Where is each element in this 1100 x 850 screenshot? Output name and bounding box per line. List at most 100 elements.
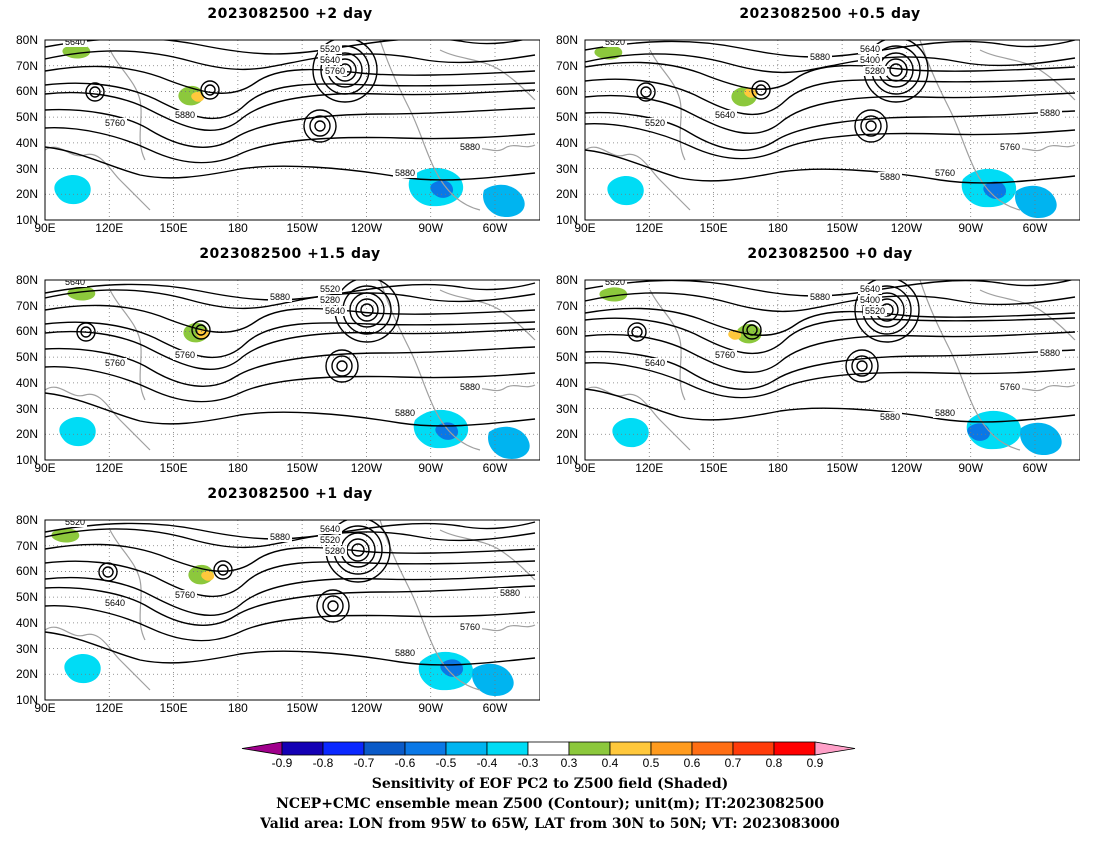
z500-contour-closed xyxy=(76,322,96,342)
lat-tick-label: 10N xyxy=(15,693,38,707)
coastline xyxy=(439,289,536,341)
contour-label: 5520 xyxy=(65,517,85,527)
coastline xyxy=(649,49,686,161)
lon-tick-label: 60W xyxy=(482,461,508,475)
lon-tick-label: 60W xyxy=(482,221,508,235)
contour-label-bg xyxy=(858,55,882,65)
z500-contour xyxy=(585,53,1076,74)
sensitivity-shading xyxy=(472,663,514,697)
lon-tick-label: 150W xyxy=(286,221,318,235)
coastline xyxy=(45,626,151,691)
z500-contour-closed xyxy=(860,115,882,137)
lon-tick-label: 180 xyxy=(227,461,248,475)
lat-tick-label: 60N xyxy=(15,84,38,99)
contour-label-bg xyxy=(713,110,737,120)
contour-label-bg xyxy=(323,546,347,556)
lon-tick-label: 150E xyxy=(159,221,188,235)
colorbar-tick-label: -0.3 xyxy=(518,756,539,769)
colorbar-tick-label: -0.6 xyxy=(395,756,416,769)
z500-contour xyxy=(585,149,1076,184)
z500-contour-closed xyxy=(349,292,385,328)
contour-label: 5880 xyxy=(395,648,415,658)
contour-label: 5520 xyxy=(605,277,625,287)
sensitivity-shading xyxy=(599,287,628,302)
z500-contour xyxy=(45,605,536,642)
z500-contour xyxy=(585,40,1076,58)
lat-tick-label: 10N xyxy=(15,453,38,467)
z500-contour xyxy=(45,574,536,617)
contour-label-bg xyxy=(808,292,832,302)
coastline xyxy=(919,280,1021,451)
z500-contour-closed xyxy=(746,324,758,336)
contour-label-bg xyxy=(933,408,957,418)
contour-label-bg xyxy=(103,118,127,128)
map-panel-plus1p5day: 2023082500 +1.5 day 5640 5520 5280 5640 5760… xyxy=(16,246,540,476)
map-panel-plus0day: 2023082500 +0 day 5520 5640 5400 5520 5640 57… xyxy=(556,246,1080,476)
contour-label: 5880 xyxy=(500,588,520,598)
z500-contour-closed xyxy=(102,566,114,578)
coastline xyxy=(109,49,146,161)
lon-tick-label: 90E xyxy=(574,461,596,475)
coastline xyxy=(649,289,686,401)
colorbar-tick-label: 0.5 xyxy=(643,756,660,769)
contour-label: 5640 xyxy=(320,55,340,65)
map-frame xyxy=(44,39,540,221)
lat-tick-label: 40N xyxy=(555,375,578,390)
z500-contour-closed xyxy=(327,600,339,612)
z500-contour-closed xyxy=(322,595,344,617)
z500-contour-closed xyxy=(195,324,207,336)
colorbar-box xyxy=(363,741,406,756)
sensitivity-shading xyxy=(67,286,96,301)
z500-contour-closed xyxy=(320,45,370,95)
z500-contour xyxy=(585,292,1076,313)
lat-tick-label: 50N xyxy=(555,350,578,365)
caption-line-3: Valid area: LON from 95W to 65W, LAT fro… xyxy=(260,816,840,832)
sensitivity-shading xyxy=(983,181,1007,199)
coastline xyxy=(379,280,481,451)
lat-tick-label: 10N xyxy=(555,213,578,227)
lon-tick-label: 120W xyxy=(890,221,923,235)
lat-tick-label: 50N xyxy=(15,110,38,125)
lat-tick-label: 20N xyxy=(555,187,578,202)
sensitivity-shading xyxy=(191,91,205,102)
sensitivity-shading xyxy=(967,423,991,441)
contour-label: 5280 xyxy=(865,66,885,76)
coastline xyxy=(45,386,151,451)
z500-contour-closed xyxy=(854,280,920,343)
colorbar-box xyxy=(404,741,447,756)
lat-tick-label: 30N xyxy=(555,161,578,176)
map-panel-plus0p5day: 2023082500 +0.5 day 5520 5640 5400 5280 5520… xyxy=(556,6,1080,236)
contour-label-bg xyxy=(103,598,127,608)
z500-contour-closed xyxy=(640,86,652,98)
lon-tick-label: 90W xyxy=(418,701,444,715)
lon-tick-label: 150E xyxy=(159,461,188,475)
contour-label-bg xyxy=(63,280,87,287)
contour-label: 5400 xyxy=(860,295,880,305)
z500-contour xyxy=(585,78,1076,116)
contour-label: 5280 xyxy=(320,295,340,305)
coastline xyxy=(585,146,691,211)
lon-tick-label: 150W xyxy=(286,461,318,475)
z500-contour-closed xyxy=(351,543,365,557)
contour-label: 5520 xyxy=(605,37,625,47)
z500-contour-closed xyxy=(213,560,233,580)
coastline xyxy=(379,40,481,211)
sensitivity-shading xyxy=(54,174,91,205)
z500-contour-closed xyxy=(851,355,873,377)
contour-label: 5760 xyxy=(105,118,125,128)
sensitivity-shading xyxy=(440,659,464,677)
lon-tick-label: 150W xyxy=(826,221,858,235)
contour-label-bg xyxy=(318,535,342,545)
z500-contour-closed xyxy=(636,82,656,102)
z500-contour xyxy=(585,92,1076,135)
colorbar-tick-label: 0.6 xyxy=(684,756,701,769)
map-frame xyxy=(584,39,1080,221)
contour-label: 5760 xyxy=(1000,142,1020,152)
contour-label-bg xyxy=(318,295,342,305)
panel-title: 2023082500 +2 day xyxy=(207,6,373,22)
contour-label-bg xyxy=(173,350,197,360)
contour-label-bg xyxy=(603,40,627,47)
sensitivity-shading xyxy=(483,184,525,218)
lat-tick-label: 20N xyxy=(15,427,38,442)
